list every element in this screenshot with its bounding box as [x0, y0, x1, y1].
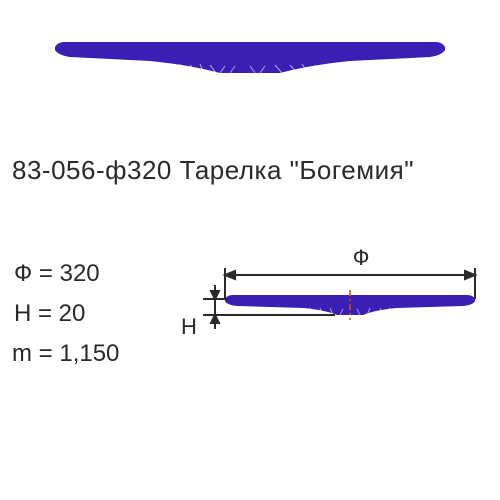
- product-title: 83-056-ф320 Тарелка "Богемия": [12, 155, 414, 186]
- plate-top-view: [50, 25, 450, 95]
- dimension-phi-label: Ф: [353, 245, 370, 271]
- plate-cross-section-diagram: [185, 250, 490, 360]
- spec-mass: m = 1,150: [12, 340, 119, 368]
- dimension-h-label: H: [181, 314, 197, 340]
- spec-height: H = 20: [14, 300, 85, 328]
- spec-diameter: Ф = 320: [14, 260, 100, 288]
